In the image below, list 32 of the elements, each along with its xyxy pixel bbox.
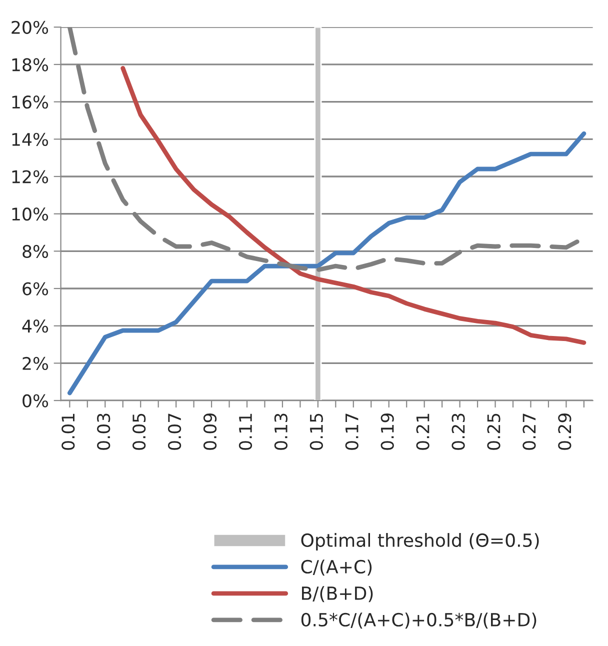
- legend-label: 0.5*C/(A+C)+0.5*B/(B+D): [301, 612, 536, 629]
- legend-label: C/(A+C): [301, 560, 372, 576]
- x-tick-label: 0.17: [345, 414, 358, 450]
- y-tick-label: 8%: [22, 244, 48, 258]
- legend-label: Optimal threshold (Θ=0.5): [301, 533, 539, 551]
- x-tick-label: 0.09: [203, 414, 217, 450]
- y-tick-label: 18%: [12, 58, 48, 72]
- x-tick-label: 0.19: [380, 414, 394, 450]
- x-tick-label: 0.21: [416, 414, 430, 450]
- y-tick-label: 16%: [12, 96, 48, 109]
- x-tick-label: 0.05: [132, 414, 146, 450]
- x-tick-label: 0.27: [522, 414, 536, 450]
- x-tick-label: 0.25: [487, 414, 500, 450]
- line-series: [120, 66, 586, 345]
- y-tick-label: 12%: [12, 170, 48, 184]
- y-tick-label: 0%: [22, 394, 48, 408]
- line-series: [67, 131, 586, 396]
- x-tick-label: 0.07: [168, 414, 182, 450]
- x-tick-label: 0.29: [558, 414, 572, 450]
- x-tick-label: 0.13: [274, 414, 288, 450]
- y-tick-label: 20%: [12, 20, 48, 34]
- x-tick-label: 0.11: [238, 414, 252, 450]
- y-tick-label: 2%: [22, 356, 48, 370]
- y-tick-label: 6%: [22, 282, 48, 296]
- x-tick-label: 0.01: [62, 414, 75, 450]
- y-tick-label: 4%: [22, 320, 48, 333]
- x-tick-label: 0.15: [310, 414, 323, 450]
- x-tick-label: 0.03: [97, 414, 110, 450]
- y-tick-label: 14%: [12, 132, 48, 146]
- x-tick-label: 0.23: [452, 414, 465, 450]
- y-tick-label: 10%: [12, 208, 48, 221]
- legend-label: B/(B+D): [302, 586, 373, 602]
